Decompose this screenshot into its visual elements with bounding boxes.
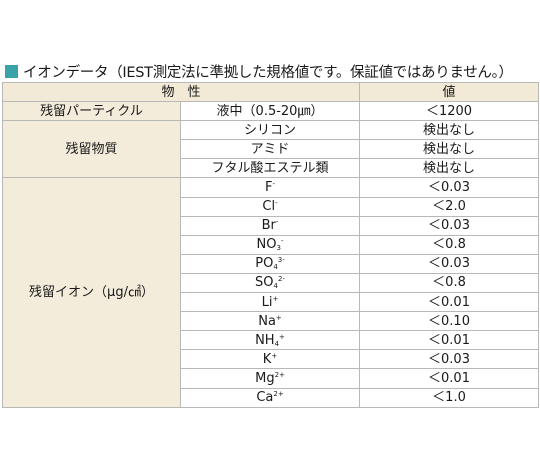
value-cell: ＜0.03 bbox=[359, 215, 540, 236]
ion-base: Cl bbox=[262, 199, 276, 215]
ion-superscript: - bbox=[275, 199, 278, 208]
table-row: NH4+ ＜0.01 bbox=[3, 330, 540, 351]
ion-formula-cell: F- bbox=[179, 177, 361, 198]
table-header-row: 物 性 値 bbox=[1, 81, 540, 103]
ion-charge: 2- bbox=[277, 275, 285, 284]
header-property: 物 性 bbox=[1, 81, 361, 103]
value-cell: ＜1.0 bbox=[359, 387, 540, 408]
value-cell: ＜0.01 bbox=[359, 330, 540, 351]
table-row: 残留パーティクル 液中（0.5-20㎛） ＜1200 bbox=[2, 101, 540, 122]
ion-formula-cell: PO43- bbox=[179, 253, 361, 274]
value-cell: ＜0.03 bbox=[359, 253, 540, 274]
value-cell: ＜0.01 bbox=[359, 292, 540, 313]
table-row: アミド 検出なし bbox=[3, 139, 540, 160]
header-value: 値 bbox=[359, 81, 540, 103]
ion-superscript: + bbox=[271, 351, 278, 360]
table-row: Li+ ＜0.01 bbox=[3, 292, 540, 313]
table-row: Mg2+ ＜0.01 bbox=[3, 368, 540, 389]
ion-formula-cell: NO3- bbox=[179, 234, 361, 255]
property-cell: シリコン bbox=[179, 120, 361, 141]
property-cell: フタル酸エステル類 bbox=[179, 158, 361, 179]
ion-base: Ca bbox=[256, 390, 274, 406]
ion-subscript: 4 bbox=[273, 282, 278, 291]
ion-charge: - bbox=[280, 237, 284, 246]
table-row: Na+ ＜0.10 bbox=[3, 311, 540, 332]
property-cell: 液中（0.5-20㎛） bbox=[179, 101, 361, 122]
ion-base: Li bbox=[261, 294, 273, 310]
ion-base: Na bbox=[258, 313, 276, 329]
table-row: K+ ＜0.03 bbox=[3, 349, 540, 370]
ion-superscript: 2+ bbox=[273, 390, 284, 399]
ion-superscript: 2+ bbox=[274, 370, 285, 379]
ion-base: PO bbox=[255, 256, 274, 272]
table-row: Ca2+ ＜1.0 bbox=[3, 387, 540, 408]
value-cell: ＜0.8 bbox=[359, 234, 540, 255]
ion-subscript: 4 bbox=[274, 339, 280, 348]
section-title-text: イオンデータ（IEST測定法に準拠した規格値です。保証値ではありません。） bbox=[23, 64, 513, 81]
ion-formula-cell: Cl- bbox=[179, 196, 361, 217]
ion-base: Mg bbox=[255, 370, 275, 386]
ion-formula-cell: Mg2+ bbox=[179, 368, 361, 389]
table-row: 残留物質 シリコン 検出なし bbox=[2, 120, 540, 179]
ion-data-table: 物 性 値 残留パーティクル 液中（0.5-20㎛） ＜1200 残留物質 シリ… bbox=[1, 81, 540, 408]
value-cell: ＜0.8 bbox=[359, 272, 540, 294]
table-row: 残留イオン（μg/㎠） F- ＜0.03 bbox=[2, 177, 540, 408]
table-row: Br- ＜0.03 bbox=[3, 215, 540, 236]
value-cell: ＜0.01 bbox=[359, 368, 540, 389]
ion-base: NH bbox=[255, 332, 275, 348]
ion-base: F bbox=[265, 180, 273, 196]
table-row: NO3- ＜0.8 bbox=[3, 234, 540, 255]
ion-formula-cell: Ca2+ bbox=[179, 387, 361, 408]
ion-formula-cell: NH4+ bbox=[179, 330, 361, 351]
value-cell: ＜2.0 bbox=[359, 196, 540, 217]
value-cell: ＜0.03 bbox=[359, 177, 540, 198]
ion-base: NO bbox=[256, 237, 277, 253]
value-cell: ＜1200 bbox=[359, 101, 540, 122]
section-title: イオンデータ（IEST測定法に準拠した規格値です。保証値ではありません。） bbox=[5, 61, 513, 81]
ion-formula-cell: K+ bbox=[179, 349, 361, 370]
ion-charge: + bbox=[279, 332, 285, 341]
table-row: フタル酸エステル類 検出なし bbox=[3, 158, 540, 179]
category-substance: 残留物質 bbox=[2, 120, 181, 179]
ion-formula-cell: Br- bbox=[179, 215, 361, 236]
ion-charge: 3- bbox=[277, 256, 285, 265]
ion-base: K bbox=[262, 351, 272, 367]
teal-square-icon bbox=[5, 64, 18, 78]
table-row: Cl- ＜2.0 bbox=[3, 196, 540, 217]
value-cell: 検出なし bbox=[359, 158, 540, 179]
category-ion: 残留イオン（μg/㎠） bbox=[2, 177, 181, 408]
ion-formula-cell: Li+ bbox=[179, 292, 361, 313]
ion-superscript: + bbox=[272, 294, 279, 303]
value-cell: 検出なし bbox=[359, 120, 540, 141]
ion-subscript: 3 bbox=[276, 244, 281, 253]
ion-base: Br bbox=[261, 218, 276, 234]
ion-formula-cell: SO42- bbox=[179, 272, 361, 294]
property-cell: アミド bbox=[179, 139, 361, 160]
ion-base: SO bbox=[255, 275, 274, 291]
ion-subscript: 4 bbox=[273, 263, 278, 272]
value-cell: ＜0.10 bbox=[359, 311, 540, 332]
ion-formula-cell: Na+ bbox=[179, 311, 361, 332]
ion-superscript: - bbox=[272, 180, 276, 189]
category-particle: 残留パーティクル bbox=[2, 101, 181, 122]
value-cell: 検出なし bbox=[359, 139, 540, 160]
value-cell: ＜0.03 bbox=[359, 349, 540, 370]
ion-superscript: - bbox=[275, 218, 279, 227]
ion-superscript: + bbox=[275, 313, 282, 322]
table-row: SO42- ＜0.8 bbox=[3, 272, 540, 294]
